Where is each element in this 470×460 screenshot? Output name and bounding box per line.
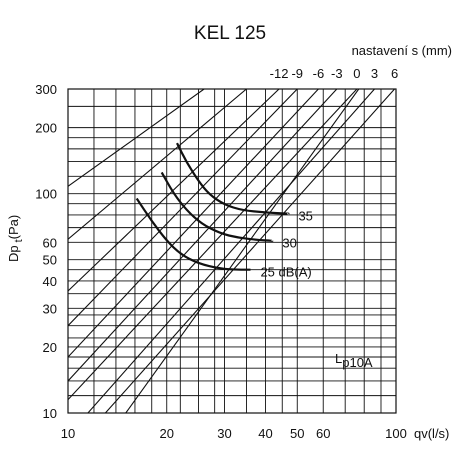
x-tick-label: 50 (290, 426, 304, 441)
y-tick-label: 200 (35, 121, 57, 136)
y-tick-label: 10 (43, 406, 57, 421)
setting-line-extra (68, 89, 247, 240)
grid (67, 88, 397, 414)
y-tick-label: 30 (43, 301, 57, 316)
y-tick-label: 300 (35, 82, 57, 97)
setting-line (68, 89, 280, 292)
setting-line-extra (68, 89, 205, 187)
setting-label: 3 (371, 66, 378, 81)
y-tick-label: 40 (43, 274, 57, 289)
noise-curve-label: 25 dB(A) (260, 265, 311, 280)
setting-label: -6 (313, 66, 325, 81)
noise-label: Lp10A (335, 351, 373, 370)
y-axis-subscript: t (13, 239, 25, 242)
x-tick-label: 10 (61, 426, 75, 441)
y-axis-unit: (Pa) (6, 215, 21, 240)
setting-line-extra (125, 89, 360, 413)
x-tick-label: 100 (385, 426, 407, 441)
x-tick-label: 30 (217, 426, 231, 441)
y-tick-label: 100 (35, 187, 57, 202)
y-tick-label: 60 (43, 235, 57, 250)
x-tick-label: 40 (258, 426, 272, 441)
setting-line (68, 89, 319, 358)
setting-line (68, 89, 358, 401)
noise-label-main: L (335, 351, 342, 366)
settings-title: nastavení s (mm) (352, 43, 452, 58)
y-tick-label: 50 (43, 253, 57, 268)
setting-label: -3 (331, 66, 343, 81)
x-tick-label: 20 (160, 426, 174, 441)
y-axis-title: Dp t(Pa) (6, 215, 25, 262)
y-axis-main: Dp (6, 245, 21, 262)
x-axis-title: qv(l/s) (414, 426, 449, 441)
noise-curve-label: 35 (298, 209, 312, 224)
x-tick-label: 60 (316, 426, 330, 441)
noise-curve (160, 171, 274, 242)
y-tick-label: 20 (43, 340, 57, 355)
tick-labels: 10 20 30 40 50 60 100102030405060100200300-12-… (35, 66, 407, 441)
setting-line (68, 89, 338, 382)
setting-label: 6 (391, 66, 398, 81)
setting-line (87, 89, 375, 413)
noise-curve-label: 30 (282, 236, 296, 251)
setting-label: -9 (291, 66, 303, 81)
setting-label: 0 (353, 66, 360, 81)
setting-label: -12 (270, 66, 289, 81)
setting-lines (68, 89, 395, 413)
noise-curve (135, 197, 251, 271)
noise-curve (176, 142, 290, 215)
noise-label-subscript: p10A (342, 355, 373, 370)
setting-line (104, 89, 395, 413)
chart-title: KEL 125 (194, 23, 266, 44)
plot-frame (67, 88, 397, 414)
setting-line (68, 89, 298, 327)
